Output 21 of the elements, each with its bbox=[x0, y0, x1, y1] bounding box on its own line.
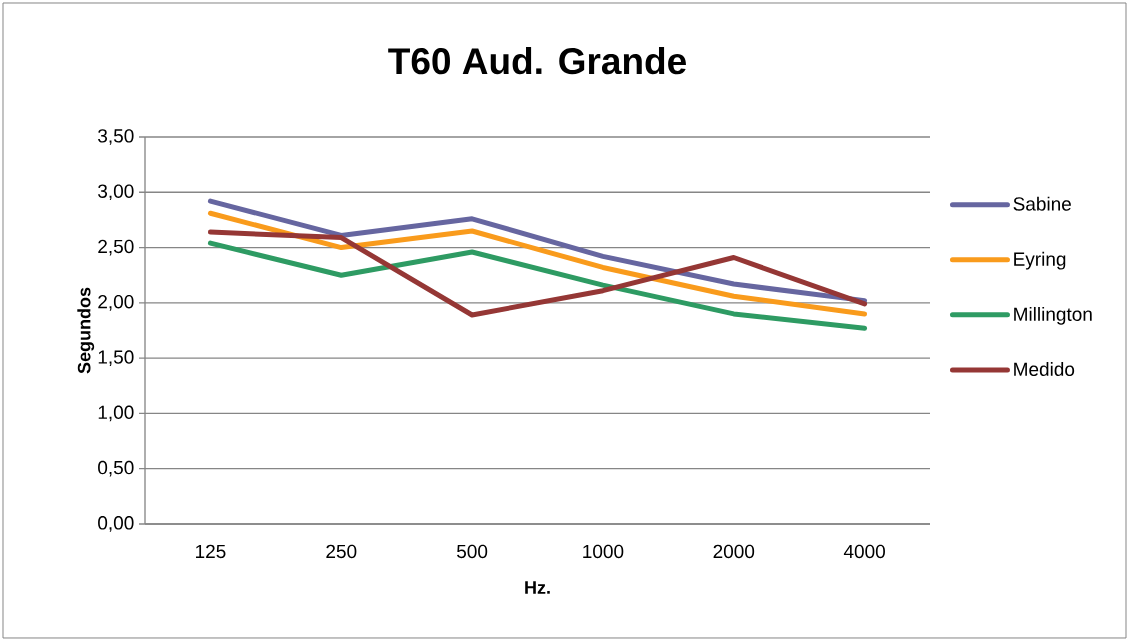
y-tick-label: 1,50 bbox=[98, 350, 134, 366]
legend-label: Eyring bbox=[1014, 251, 1066, 270]
x-tick-label: 1000 bbox=[583, 544, 624, 559]
y-tick-label: 2,50 bbox=[98, 239, 134, 256]
y-tick-label: 3,50 bbox=[98, 129, 134, 145]
y-tick-label: 0,50 bbox=[98, 460, 134, 477]
x-tick-label: 125 bbox=[196, 544, 226, 559]
x-tick-label: 4000 bbox=[843, 544, 885, 559]
x-tick-label: 500 bbox=[456, 544, 488, 559]
legend-label: Medido bbox=[1014, 362, 1075, 377]
y-tick-label: 2,00 bbox=[98, 294, 134, 311]
y-tick-label: 1,00 bbox=[98, 405, 134, 422]
y-tick-label: 0,00 bbox=[98, 516, 134, 532]
x-axis-title: Hz. bbox=[525, 581, 550, 594]
y-axis-title: Segundos bbox=[77, 287, 95, 374]
chart-title: T60 Aud. Grande bbox=[388, 47, 686, 75]
x-tick-label: 250 bbox=[326, 544, 357, 559]
x-tick-label: 2000 bbox=[713, 544, 755, 559]
legend-label: Millington bbox=[1014, 306, 1092, 325]
legend-label: Sabine bbox=[1013, 196, 1071, 211]
y-tick-label: 3,00 bbox=[98, 184, 134, 201]
